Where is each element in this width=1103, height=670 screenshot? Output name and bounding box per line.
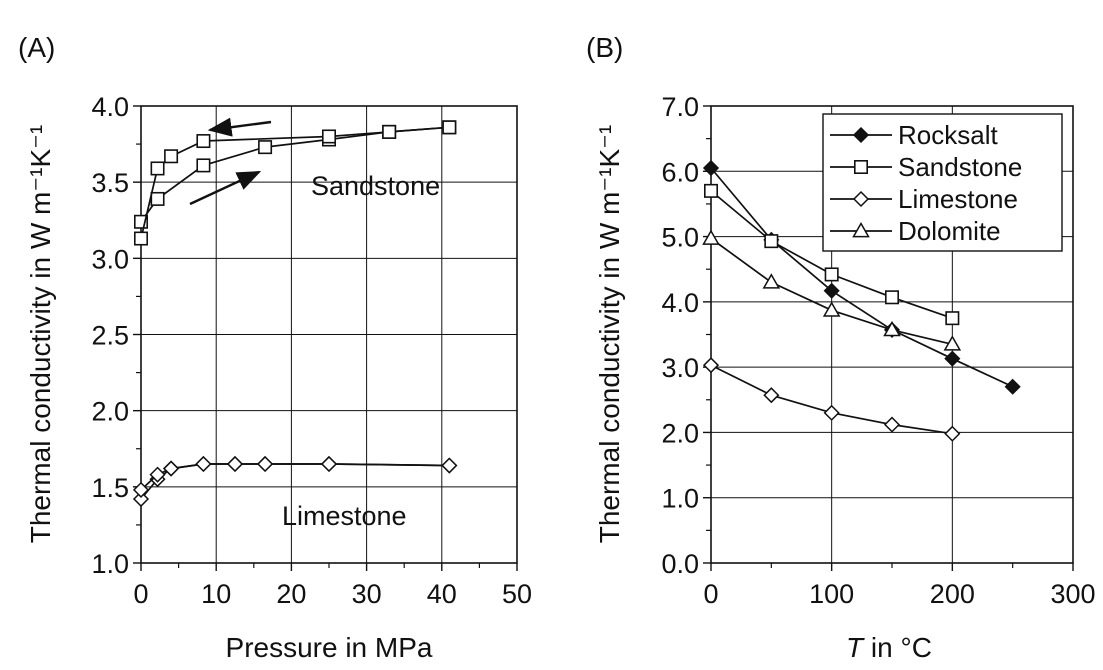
- panel-a-y-tick-label: 2.5: [91, 321, 129, 351]
- panel-b-y-tick-label: 0.0: [661, 549, 699, 579]
- panel-a-sandstone-unloading-point: [382, 124, 397, 139]
- panel-a: (A) 0 10 20 30 40 50 1.0 1.5 2.0 2.5 3.0 3.5 4.0 San…: [18, 32, 532, 663]
- panel-a-sandstone-unloading-point: [442, 120, 457, 135]
- panel-b-rocksalt-line: [710, 167, 1014, 388]
- panel-b-sandstone-point: [945, 311, 960, 326]
- panel-b-y-tick-label: 5.0: [661, 223, 699, 253]
- legend-marker: [853, 160, 868, 175]
- panel-b-rocksalt-point: [823, 282, 840, 299]
- panel-a-limestone-loading-point: [132, 490, 150, 508]
- legend-marker: [852, 221, 870, 238]
- legend-marker: [852, 126, 870, 144]
- legend-label: Dolomite: [898, 216, 1001, 246]
- panel-b-tick-labels: 0 100 200 300 0.0 1.0 2.0 3.0 4.0 5.0 6.0 7.0: [661, 92, 1095, 609]
- panel-b-label: (B): [586, 32, 623, 63]
- panel-a-y-tick-label: 2.0: [91, 397, 129, 427]
- panel-a-limestone-unloading-point: [132, 481, 150, 498]
- panel-a-y-tick-label: 1.5: [91, 473, 129, 503]
- panel-a-limestone-unloading-line: [140, 463, 450, 491]
- panel-a-sandstone-unloading-point: [196, 134, 211, 149]
- panel-a-sandstone-unloading-point: [150, 161, 165, 176]
- panel-a-sandstone-loading-point: [150, 191, 165, 206]
- panel-a-y-tick-label: 3.5: [91, 168, 129, 198]
- panel-b-x-tick-label: 0: [703, 579, 718, 609]
- panel-a-limestone-loading-line: [140, 463, 450, 500]
- panel-a-sandstone-loading-point: [258, 140, 273, 155]
- panel-a-x-tick-label: 50: [502, 579, 532, 609]
- panel-b-y-tick-label: 4.0: [661, 288, 699, 318]
- panel-a-limestone-unloading-point: [149, 466, 166, 483]
- panel-a-sandstone-unloading-point: [134, 231, 149, 246]
- panel-b-x-tick-label: 200: [930, 579, 975, 609]
- panel-b-y-tick-label: 6.0: [661, 157, 699, 187]
- panel-a-sandstone-unloading-point: [164, 149, 179, 164]
- panel-a-series: [132, 120, 458, 508]
- legend-marker: [852, 190, 870, 208]
- panel-b: (B) 0 100 200 300 0.0 1.0 2.0 3.0 4.0 5.0 6.0 7.0 R…: [586, 32, 1096, 663]
- x-axis-variable: T: [846, 632, 865, 663]
- panel-a-limestone-unloading-point: [195, 455, 212, 473]
- panel-b-limestone-point: [823, 404, 840, 421]
- panel-a-y-tick-label: 3.0: [91, 244, 129, 274]
- panel-b-series: [702, 159, 1021, 442]
- legend-label: Sandstone: [898, 152, 1022, 182]
- panel-b-y-tick-label: 3.0: [661, 353, 699, 383]
- panel-a-label: (A): [18, 32, 55, 63]
- panel-b-rocksalt-point: [702, 159, 720, 177]
- panel-b-limestone-point: [883, 416, 901, 433]
- panel-b-dolomite-point: [883, 320, 901, 337]
- panel-a-limestone-unloading-point: [257, 455, 274, 473]
- panel-a-x-tick-label: 30: [352, 579, 382, 609]
- panel-b-dolomite-point: [702, 229, 720, 245]
- panel-b-x-axis-label: T in °C: [846, 632, 932, 663]
- panel-b-y-tick-label: 1.0: [661, 484, 699, 514]
- panel-a-y-tick-label: 1.0: [91, 549, 129, 579]
- panel-a-limestone-unloading-point: [226, 455, 244, 473]
- legend-label: Limestone: [898, 184, 1018, 214]
- panel-b-x-tick-label: 300: [1050, 579, 1095, 609]
- panel-b-dolomite-point: [762, 273, 781, 289]
- legend-label: Rocksalt: [898, 120, 998, 150]
- panel-b-dolomite-point: [822, 301, 841, 317]
- panel-b-sandstone-point: [703, 183, 718, 198]
- panel-b-y-axis-label: Thermal conductivity in W m⁻¹K⁻¹: [594, 125, 625, 544]
- panel-b-sandstone-point: [884, 290, 899, 305]
- panel-a-grid: [141, 106, 517, 563]
- panel-a-x-tick-label: 0: [133, 579, 148, 609]
- panel-b-limestone-point: [763, 387, 780, 404]
- panel-a-sandstone-loading-point: [196, 158, 211, 173]
- panel-a-x-tick-label: 40: [427, 579, 457, 609]
- panel-b-y-tick-label: 2.0: [661, 418, 699, 448]
- panel-b-x-tick-label: 100: [809, 579, 854, 609]
- panel-a-limestone-unloading-point: [163, 460, 180, 477]
- panel-a-x-tick-label: 10: [201, 579, 231, 609]
- panel-b-rocksalt-point: [1004, 378, 1021, 395]
- loading-arrow-icon: [189, 170, 262, 206]
- panel-a-limestone-unloading-point: [320, 455, 338, 473]
- x-axis-unit: in °C: [863, 632, 932, 663]
- panel-b-rocksalt-point: [944, 350, 961, 367]
- unloading-arrow-icon: [207, 117, 272, 137]
- annotation-limestone: Limestone: [282, 501, 407, 531]
- panel-a-x-axis-label: Pressure in MPa: [226, 632, 433, 663]
- panel-b-limestone-point: [944, 425, 961, 442]
- panel-b-y-tick-label: 7.0: [661, 92, 699, 122]
- panel-a-y-tick-label: 4.0: [91, 92, 129, 122]
- panel-a-limestone-unloading-point: [441, 457, 458, 474]
- panel-a-x-tick-label: 20: [276, 579, 306, 609]
- panel-b-sandstone-point: [824, 267, 839, 282]
- panel-a-y-axis-label: Thermal conductivity in W m⁻¹K⁻¹: [25, 125, 56, 544]
- panel-a-sandstone-unloading-point: [321, 129, 336, 144]
- panel-a-tick-labels: 0 10 20 30 40 50 1.0 1.5 2.0 2.5 3.0 3.5 4.0: [91, 92, 532, 609]
- panel-b-sandstone-point: [764, 234, 779, 249]
- panel-b-limestone-point: [702, 357, 720, 374]
- annotation-sandstone: Sandstone: [311, 171, 440, 201]
- panel-b-dolomite-point: [943, 335, 962, 351]
